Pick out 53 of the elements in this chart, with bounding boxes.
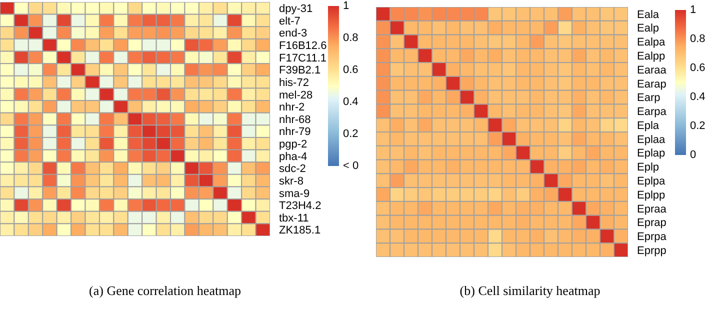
y-tick-label: pgp-2 [279,138,308,151]
y-tick-label: Eala [637,8,660,21]
y-tick-label: Eprpa [637,231,668,244]
y-tick-label: his-72 [279,76,309,89]
y-tick-label: Earpa [637,106,668,118]
y-tick-label: F17C11.1 [279,52,326,64]
color-bar-label: 0 [690,149,696,161]
y-tick-label: Eprap [637,217,666,230]
y-tick-label: end-3 [279,28,308,40]
color-bar-label: 0.2 [690,120,706,132]
y-tick-label: F16B12.6 [279,40,327,52]
color-scale: < 0 0.2 0.4 0.6 0.8 1 [328,0,368,176]
color-scale: 0 0.2 0.4 0.6 0.8 1 [675,0,709,165]
y-tick-label: mel-28 [279,89,313,102]
y-tick-label: Epraa [637,203,668,216]
y-tick-label: T23H4.2 [279,200,322,212]
y-tick-label: Eplp [637,162,660,174]
color-bar-label: 0.8 [343,32,358,44]
text: (a) Gene correlation heatmap [88,283,242,299]
color-bar-label: 0.2 [343,128,358,140]
color-bar-label: 0.8 [690,33,706,45]
color-bar-label: 0.6 [690,62,706,74]
y-tick-label: pha-4 [279,150,308,163]
y-tick-label: Eplpa [637,176,666,188]
y-tick-label: nhr-2 [279,102,305,114]
y-tick-label: skr-8 [279,175,304,188]
y-tick-label: nhr-68 [279,114,311,126]
y-tick-label: Eplpp [637,189,666,202]
color-bar-label: < 0 [343,160,359,172]
y-tick-label: elt-7 [279,15,300,28]
y-tick-label: nhr-79 [279,126,311,138]
color-bar-label: 1 [343,0,350,12]
y-tick-label: Ealpp [637,50,666,63]
text: (b) Cell similarity heatmap [458,283,602,299]
y-tick-label: dpy-31 [279,3,313,16]
y-tick-label: Eprpp [637,244,666,257]
y-tick-label: Ealp [637,22,660,35]
color-bar-label: 0.6 [343,64,358,76]
y-tick-label: ZK185.1 [279,224,321,237]
y-tick-label: sma-9 [279,188,310,200]
color-bar-label: 0.4 [343,96,358,108]
y-tick-label: F39B2.1 [279,64,321,77]
color-bar-label: 1 [690,4,696,16]
y-tick-label: Earap [637,78,666,90]
y-tick-label: tbx-11 [279,212,309,224]
y-tick-label: sdc-2 [279,163,306,176]
y-tick-label: Earp [637,92,660,104]
y-tick-label: Earaa [637,64,668,76]
y-tick-label: Ealpa [637,36,666,49]
y-tick-label: Epla [637,120,660,132]
y-tick-label: Eplap [637,148,666,160]
color-bar-label: 0.4 [690,91,706,103]
y-tick-label: Eplaa [637,134,666,146]
